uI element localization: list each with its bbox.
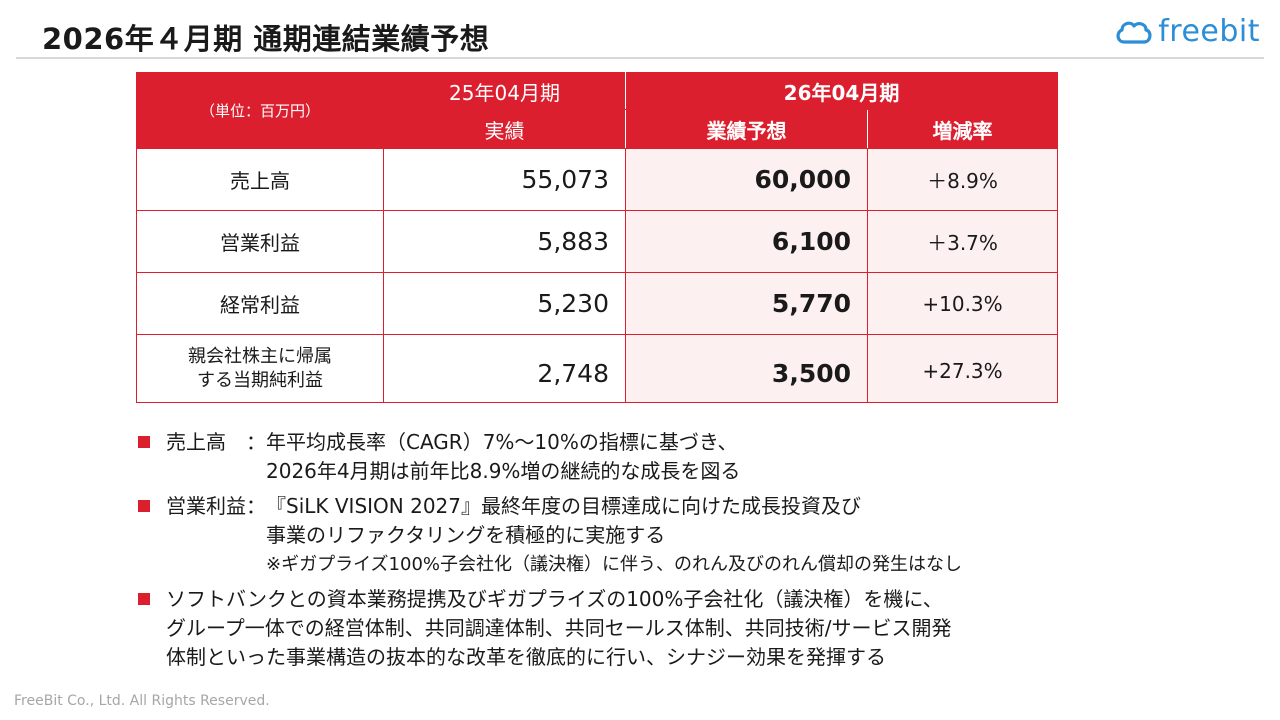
bullet-square-icon — [138, 593, 150, 605]
prev-period-header: 25年04月期 — [383, 72, 626, 110]
bullet-square-icon — [138, 500, 150, 512]
row-label: 営業利益 — [136, 210, 384, 273]
rate-value: +27.3% — [866, 334, 1059, 403]
actual-value: 5,230 — [383, 272, 626, 335]
actual-value: 5,883 — [383, 210, 626, 273]
bullet-text: 年平均成長率（CAGR）7%～10%の指標に基づき、 — [266, 430, 738, 454]
bullet-text: 事業のリファクタリングを積極的に実施する — [266, 523, 666, 547]
forecast-value: 6,100 — [625, 210, 868, 273]
rate-header: 増減率 — [866, 109, 1059, 149]
prev-actual-header: 実績 — [383, 109, 626, 149]
table-row: 売上高 55,073 60,000 ＋8.9% — [136, 148, 1059, 211]
row-label-line-2: する当期純利益 — [197, 369, 323, 391]
table-row: 親会社株主に帰属 する当期純利益 2,748 3,500 +27.3% — [136, 334, 1059, 403]
page-title: 2026年４月期 通期連結業績予想 — [42, 22, 490, 56]
bullet-text: ソフトバンクとの資本業務提携及びギガプライズの100%子会社化（議決権）を機に、 — [166, 587, 943, 611]
row-label: 親会社株主に帰属 する当期純利益 — [136, 334, 384, 403]
row-label: 売上高 — [136, 148, 384, 211]
table-header-row-2: 実績 業績予想 増減率 — [137, 109, 1059, 149]
cur-period-header: 26年04月期 — [624, 72, 1059, 110]
forecast-value: 5,770 — [625, 272, 868, 335]
row-label: 経常利益 — [136, 272, 384, 335]
forecast-table: （単位：百万円） 25年04月期 26年04月期 実績 業績予想 増減率 売上高… — [136, 72, 1059, 403]
rate-value: +10.3% — [866, 272, 1059, 335]
unit-label: （単位：百万円） — [136, 72, 384, 149]
list-item: 営業利益： 『SiLK VISION 2027』最終年度の目標達成に向けた成長投… — [138, 492, 1138, 579]
forecast-value: 3,500 — [625, 334, 868, 403]
bullet-text: 体制といった事業構造の抜本的な改革を徹底的に行い、シナジー効果を発揮する — [166, 645, 886, 669]
bullet-square-icon — [138, 436, 150, 448]
footer-copyright: FreeBit Co., Ltd. All Rights Reserved. — [14, 693, 270, 709]
bullet-label: 営業利益： — [166, 494, 266, 518]
bullet-note: ※ギガプライズ100%子会社化（議決権）に伴う、のれん及びのれん償却の発生はなし — [266, 554, 962, 575]
company-logo: freebit — [1114, 14, 1260, 49]
row-label-line-1: 親会社株主に帰属 — [188, 345, 332, 367]
actual-value: 2,748 — [383, 334, 626, 403]
rate-value: ＋8.9% — [866, 148, 1059, 211]
logo-wordmark: freebit — [1158, 14, 1260, 49]
table-row: 営業利益 5,883 6,100 ＋3.7% — [136, 210, 1059, 273]
freebit-cloud-icon — [1116, 21, 1152, 44]
bullet-text: 2026年4月期は前年比8.9%増の継続的な成長を図る — [266, 459, 741, 483]
list-item: 売上高 ： 年平均成長率（CAGR）7%～10%の指標に基づき、 2026年4月… — [138, 428, 1138, 486]
forecast-value: 60,000 — [625, 148, 868, 211]
bullet-text: グループ一体での経営体制、共同調達体制、共同セールス体制、共同技術/サービス開発 — [166, 616, 952, 640]
rate-value: ＋3.7% — [866, 210, 1059, 273]
bullet-label: 売上高 ： — [166, 430, 266, 454]
bullet-text: 『SiLK VISION 2027』最終年度の目標達成に向けた成長投資及び — [266, 494, 861, 518]
forecast-header: 業績予想 — [625, 109, 868, 149]
table-row: 経常利益 5,230 5,770 +10.3% — [136, 272, 1059, 335]
commentary-list: 売上高 ： 年平均成長率（CAGR）7%～10%の指標に基づき、 2026年4月… — [138, 428, 1138, 678]
list-item: ソフトバンクとの資本業務提携及びギガプライズの100%子会社化（議決権）を機に、… — [138, 585, 1138, 672]
actual-value: 55,073 — [383, 148, 626, 211]
table-header-row-1: （単位：百万円） 25年04月期 26年04月期 — [136, 72, 1059, 149]
title-divider — [16, 57, 1264, 59]
